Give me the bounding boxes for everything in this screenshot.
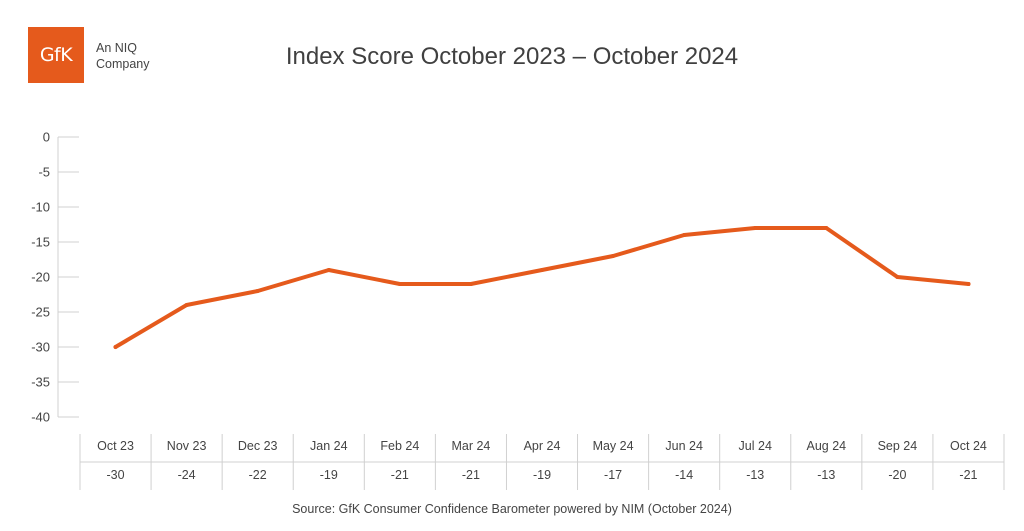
y-tick-label: 0 xyxy=(43,130,50,145)
data-value-label: -14 xyxy=(675,468,693,482)
data-value-label: -30 xyxy=(106,468,124,482)
x-category-label: Jan 24 xyxy=(310,439,348,453)
data-value-label: -21 xyxy=(391,468,409,482)
x-category-label: Sep 24 xyxy=(878,439,918,453)
data-value-label: -17 xyxy=(604,468,622,482)
data-point xyxy=(895,275,900,279)
data-point xyxy=(113,345,118,349)
data-value-label: -24 xyxy=(178,468,196,482)
y-tick-label: -35 xyxy=(31,375,50,390)
tagline-line-2: Company xyxy=(96,57,150,71)
chart-title: Index Score October 2023 – October 2024 xyxy=(0,43,1024,71)
data-point xyxy=(611,254,616,258)
x-category-label: Jun 24 xyxy=(665,439,703,453)
data-value-label: -20 xyxy=(888,468,906,482)
data-table: Oct 23 -30 Nov 23 -24 Dec 23 -22 Jan 24 -19 Feb … xyxy=(79,434,1005,490)
series-layer xyxy=(113,226,971,349)
x-category-label: Oct 23 xyxy=(97,439,134,453)
x-category-label: Feb 24 xyxy=(380,439,419,453)
data-point xyxy=(682,233,687,237)
y-axis: 0 -5 -10 -15 -20 -25 -30 -35 -40 xyxy=(31,130,79,425)
data-value-label: -19 xyxy=(320,468,338,482)
data-value-label: -21 xyxy=(462,468,480,482)
x-category-label: Apr 24 xyxy=(524,439,561,453)
x-category-label: Jul 24 xyxy=(739,439,772,453)
chart-title-text: Index Score October 2023 – October 2024 xyxy=(285,43,739,70)
y-tick-label: -5 xyxy=(38,165,50,180)
x-category-label: Oct 24 xyxy=(950,439,987,453)
data-value-label: -19 xyxy=(533,468,551,482)
series-line xyxy=(113,226,971,349)
data-point xyxy=(966,282,971,286)
logo-tagline: An NIQ Company xyxy=(96,40,150,72)
x-category-label: May 24 xyxy=(593,439,634,453)
y-tick-label: -30 xyxy=(31,340,50,355)
data-point xyxy=(397,282,402,286)
data-value-label: -13 xyxy=(746,468,764,482)
x-category-label: Dec 23 xyxy=(238,439,278,453)
data-value-label: -13 xyxy=(817,468,835,482)
tagline-line-1: An NIQ xyxy=(96,41,137,55)
logo-text: GfK xyxy=(39,44,73,66)
y-tick-label: -25 xyxy=(31,305,50,320)
y-tick-label: -40 xyxy=(31,410,50,425)
data-point xyxy=(824,226,829,230)
data-point xyxy=(753,226,758,230)
x-category-label: Mar 24 xyxy=(451,439,490,453)
data-value-label: -21 xyxy=(959,468,977,482)
x-category-label: Nov 23 xyxy=(167,439,207,453)
data-point xyxy=(255,289,260,293)
data-point xyxy=(540,268,544,272)
data-point xyxy=(184,303,189,307)
x-category-label: Aug 24 xyxy=(806,439,846,453)
source-note: Source: GfK Consumer Confidence Baromete… xyxy=(0,502,1024,516)
data-point xyxy=(326,268,331,272)
y-tick-label: -10 xyxy=(31,200,50,215)
gfk-logo: GfK xyxy=(28,27,84,83)
y-tick-label: -15 xyxy=(31,235,50,250)
data-point xyxy=(468,282,473,286)
line-chart: 0 -5 -10 -15 -20 -25 -30 -35 -40 Oct 23 -30 Nov 23… xyxy=(31,130,1005,490)
y-tick-label: -20 xyxy=(31,270,50,285)
source-text: Source: GfK Consumer Confidence Baromete… xyxy=(292,502,732,516)
data-value-label: -22 xyxy=(249,468,267,482)
